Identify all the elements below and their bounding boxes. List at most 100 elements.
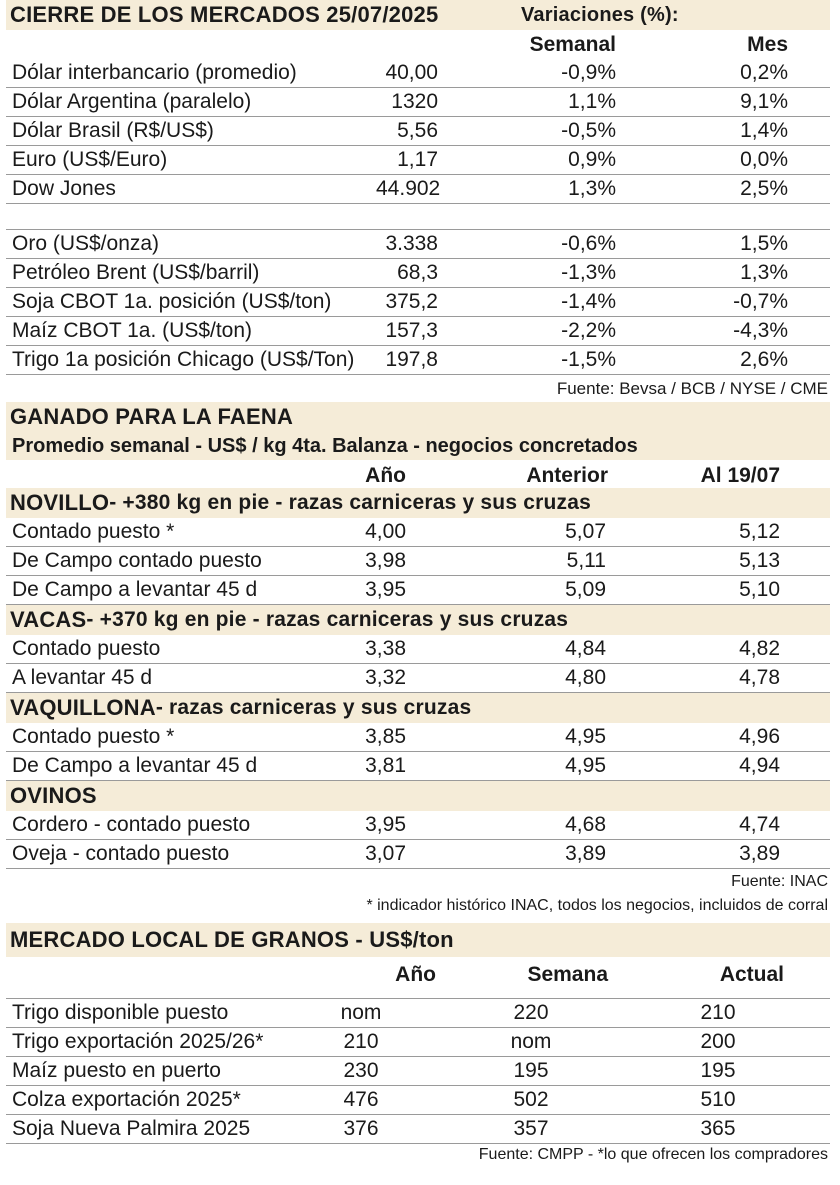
market-weekly-change: -0,9% [561, 61, 616, 84]
market-monthly-change: -4,3% [733, 319, 788, 342]
grain-year-price: 476 [343, 1088, 379, 1111]
grain-row: Trigo exportación 2025/26* 210 nom 200 [6, 1028, 830, 1057]
market-value: 375,2 [385, 290, 438, 313]
grain-label: Soja Nueva Palmira 2025 [12, 1117, 251, 1140]
grain-row: Colza exportación 2025* 476 502 510 [6, 1086, 830, 1115]
grain-label: Trigo disponible puesto [12, 1001, 229, 1024]
grains-section: MERCADO LOCAL DE GRANOS - US$/ton Año Se… [6, 923, 830, 1168]
cattle-current-price: 5,10 [739, 578, 780, 601]
cattle-subtitle: Promedio semanal - US$ / kg 4ta. Balanza… [6, 432, 830, 460]
cattle-year-price: 3,95 [365, 813, 406, 836]
market-row: Petróleo Brent (US$/barril) 68,3 -1,3% 1,3% [6, 259, 830, 288]
cattle-column-headers: Año Anterior Al 19/07 [6, 460, 830, 488]
market-value: 68,3 [397, 261, 438, 284]
market-monthly-change: 0,0% [740, 148, 788, 171]
market-monthly-change: -0,7% [733, 290, 788, 313]
cattle-row: Contado puesto * 4,00 5,07 5,12 [6, 518, 830, 547]
grain-current-price: 195 [700, 1059, 736, 1082]
market-label: Dólar Argentina (paralelo) [12, 90, 252, 113]
cattle-previous-price: 5,07 [565, 520, 606, 543]
cattle-label: Cordero - contado puesto [12, 813, 251, 836]
market-row: Dólar Argentina (paralelo) 1320 1,1% 9,1% [6, 88, 830, 117]
category-description: - +370 kg en pie - razas carniceras y su… [86, 608, 569, 631]
market-monthly-change: 1,5% [740, 232, 788, 255]
market-value: 1,17 [397, 148, 438, 171]
cattle-year-price: 3,85 [365, 725, 406, 748]
grains-source: Fuente: CMPP - *lo que ofrecen los compr… [478, 1146, 828, 1163]
grain-year-price: nom [340, 1001, 382, 1024]
market-monthly-change: 2,6% [740, 348, 788, 371]
cattle-previous-price: 4,95 [565, 725, 606, 748]
market-weekly-change: -1,3% [561, 261, 616, 284]
cattle-current-price: 4,78 [739, 666, 780, 689]
cattle-label: Oveja - contado puesto [12, 842, 230, 865]
category-name: OVINOS [10, 783, 97, 808]
grain-current-price: 200 [700, 1030, 736, 1053]
cattle-year-price: 3,95 [365, 578, 406, 601]
grain-label: Trigo exportación 2025/26* [12, 1030, 264, 1053]
grain-row: Maíz puesto en puerto 230 195 195 [6, 1057, 830, 1086]
market-value: 40,00 [385, 61, 438, 84]
category-description: - +380 kg en pie - razas carniceras y su… [109, 491, 591, 514]
cattle-year-price: 3,38 [365, 637, 406, 660]
cattle-year-price: 3,98 [365, 549, 406, 572]
market-weekly-change: 1,1% [568, 90, 616, 113]
market-label: Trigo 1a posición Chicago (US$/Ton) [12, 348, 355, 371]
col-ano: Año [365, 464, 406, 487]
cattle-label: Contado puesto * [12, 725, 175, 748]
market-weekly-change: -1,5% [561, 348, 616, 371]
markets-section: CIERRE DE LOS MERCADOS 25/07/2025 Variac… [6, 0, 830, 402]
markets-column-headers: Semanal Mes [6, 30, 830, 59]
markets-title: CIERRE DE LOS MERCADOS 25/07/2025 [10, 2, 439, 27]
cattle-label: De Campo contado puesto [12, 549, 262, 572]
grain-row: Trigo disponible puesto nom 220 210 [6, 999, 830, 1028]
category-name: VAQUILLONA [10, 695, 156, 720]
grain-current-price: 510 [700, 1088, 736, 1111]
market-row: Maíz CBOT 1a. (US$/ton) 157,3 -2,2% -4,3% [6, 317, 830, 346]
grain-year-price: 210 [343, 1030, 379, 1053]
market-weekly-change: -0,5% [561, 119, 616, 142]
market-label: Soja CBOT 1a. posición (US$/ton) [12, 290, 332, 313]
cattle-note: * indicador histórico INAC, todos los ne… [366, 897, 828, 914]
cattle-row: De Campo contado puesto 3,98 5,11 5,13 [6, 547, 830, 576]
category-name: VACAS [10, 607, 87, 632]
cattle-previous-price: 5,11 [566, 549, 606, 572]
grain-row: Soja Nueva Palmira 2025 376 357 365 [6, 1115, 830, 1144]
market-row: Soja CBOT 1a. posición (US$/ton) 375,2 -1,… [6, 288, 830, 317]
cattle-row: Contado puesto 3,38 4,84 4,82 [6, 635, 830, 664]
market-label: Maíz CBOT 1a. (US$/ton) [12, 319, 253, 342]
market-row: Trigo 1a posición Chicago (US$/Ton) 197,8… [6, 346, 830, 375]
market-value: 3.338 [385, 232, 438, 255]
market-monthly-change: 1,3% [740, 261, 788, 284]
grain-current-price: 210 [700, 1001, 736, 1024]
cattle-current-price: 4,82 [739, 637, 780, 660]
market-weekly-change: -0,6% [561, 232, 616, 255]
cattle-label: De Campo a levantar 45 d [12, 754, 258, 777]
grain-label: Maíz puesto en puerto [12, 1059, 221, 1082]
cattle-label: Contado puesto [12, 637, 161, 660]
market-weekly-change: -1,4% [561, 290, 616, 313]
cattle-row: A levantar 45 d 3,32 4,80 4,78 [6, 664, 830, 693]
cattle-category-header: OVINOS [6, 781, 830, 811]
col-anterior: Anterior [526, 464, 608, 487]
cattle-current-price: 4,74 [739, 813, 780, 836]
market-weekly-change: 1,3% [568, 177, 616, 200]
grain-year-price: 376 [343, 1117, 379, 1140]
cattle-year-price: 3,81 [365, 754, 406, 777]
cattle-previous-price: 4,68 [565, 813, 606, 836]
cattle-previous-price: 4,95 [565, 754, 606, 777]
grain-week-price: 502 [513, 1088, 549, 1111]
cattle-category-header: VACAS - +370 kg en pie - razas carnicera… [6, 605, 830, 635]
cattle-current-price: 5,12 [739, 520, 780, 543]
market-label: Dólar Brasil (R$/US$) [12, 119, 214, 142]
market-label: Dow Jones [12, 177, 116, 200]
grain-current-price: 365 [700, 1117, 736, 1140]
cattle-previous-price: 3,89 [565, 842, 606, 865]
market-row: Dólar interbancario (promedio) 40,00 -0,9%… [6, 59, 830, 88]
cattle-row: Oveja - contado puesto 3,07 3,89 3,89 [6, 840, 830, 869]
grains-column-headers: Año Semana Actual [6, 957, 830, 987]
grain-week-price: 195 [513, 1059, 549, 1082]
cattle-row: Cordero - contado puesto 3,95 4,68 4,74 [6, 811, 830, 840]
cattle-year-price: 3,32 [365, 666, 406, 689]
cattle-row: Contado puesto * 3,85 4,95 4,96 [6, 723, 830, 752]
